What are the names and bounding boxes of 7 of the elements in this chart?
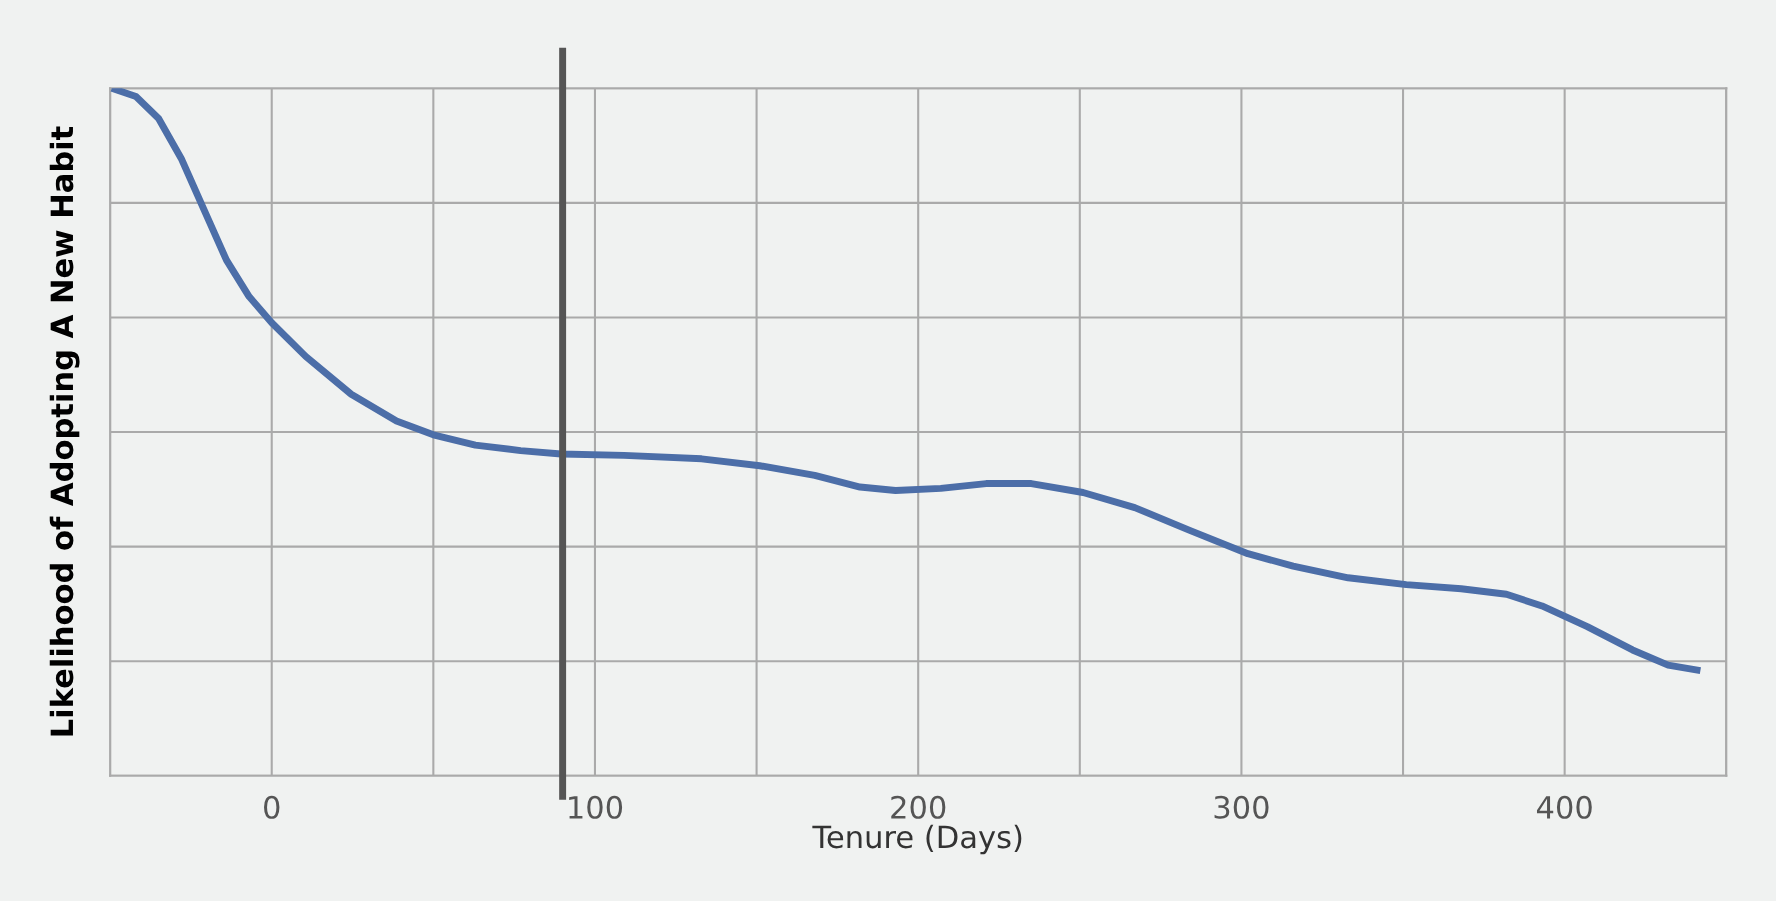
x-axis-title: Tenure (Days) [812, 824, 1022, 855]
x-tick-label: 200 [891, 795, 946, 819]
x-tick-label: 400 [1536, 795, 1592, 819]
y-axis-title: Likelihood of Adopting A New Habit [49, 126, 80, 736]
x-tick-label: 300 [1214, 795, 1269, 819]
x-tick-label: 0 [264, 795, 280, 819]
x-tick-label: 100 [569, 795, 623, 819]
